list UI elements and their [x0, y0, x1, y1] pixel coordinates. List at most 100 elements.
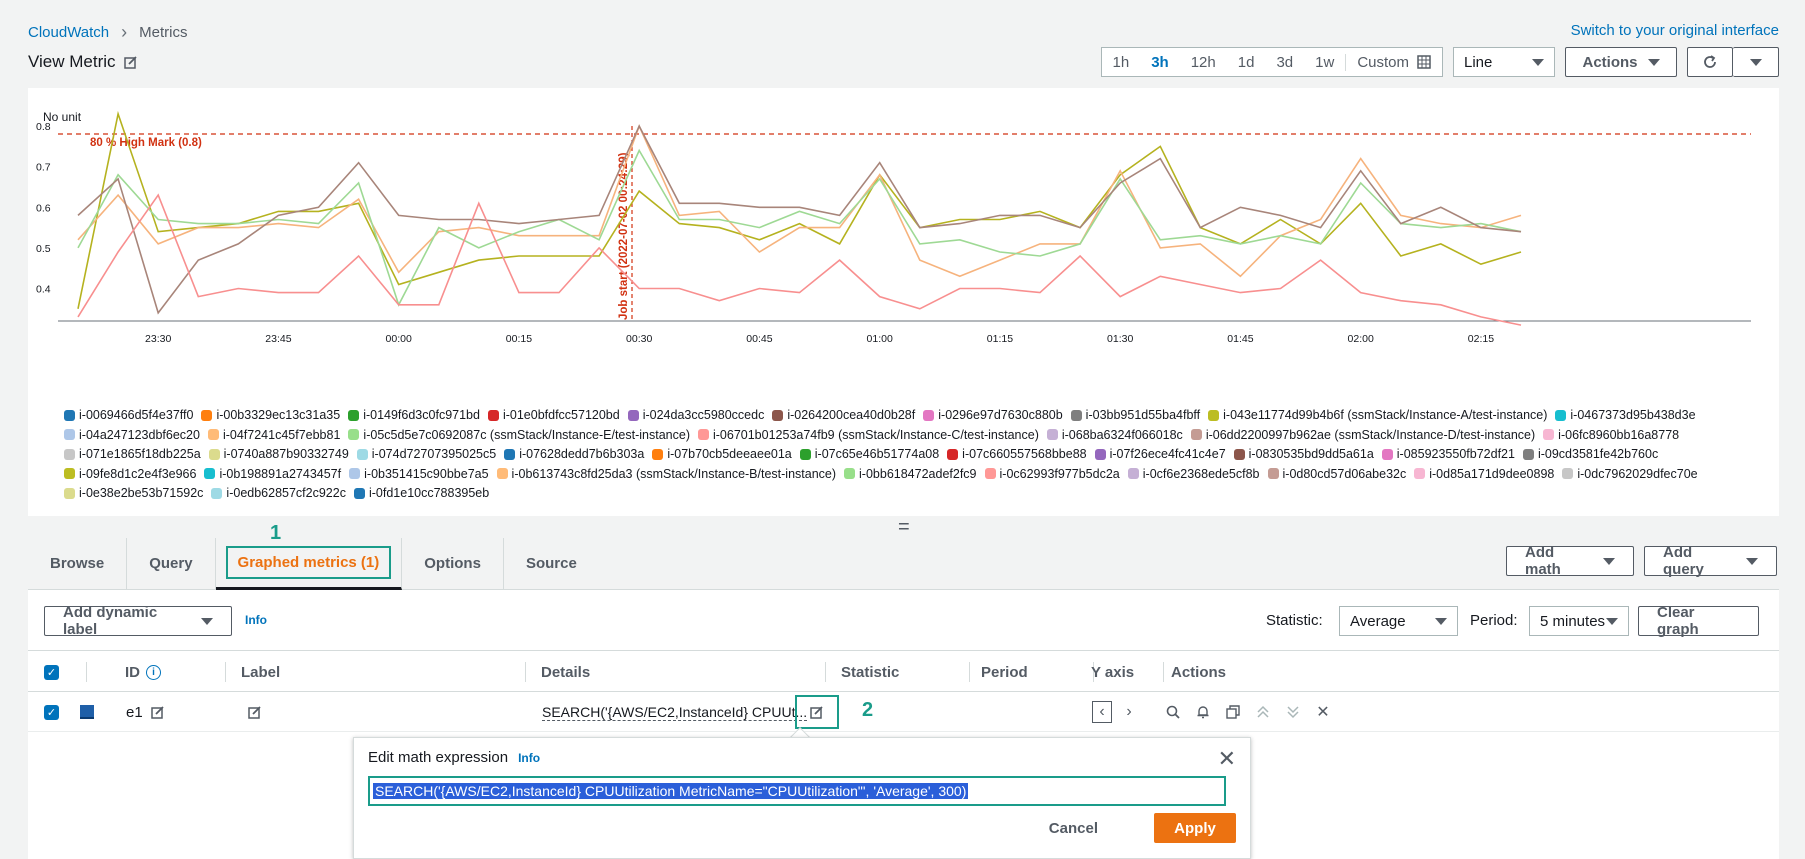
bell-icon[interactable]	[1192, 701, 1214, 723]
legend-item[interactable]: i-0830535bd9dd5a61a	[1233, 445, 1374, 463]
legend-item[interactable]: i-043e11774d99b4b6f (ssmStack/Instance-A…	[1208, 406, 1547, 424]
breadcrumb-cloudwatch[interactable]: CloudWatch	[28, 24, 110, 41]
switch-interface-link[interactable]: Switch to your original interface	[1570, 22, 1779, 39]
legend-item[interactable]: i-0edb62857cf2c922c	[211, 484, 346, 502]
legend-item[interactable]: i-07c65e46b51774a08	[799, 445, 939, 463]
legend-item[interactable]: i-03bb951d55ba4fbff	[1070, 406, 1200, 424]
add-dynamic-label-button[interactable]: Add dynamic label	[44, 604, 232, 638]
tab-browse[interactable]: Browse	[28, 537, 128, 590]
refresh-button[interactable]	[1687, 47, 1733, 77]
time-range-3d[interactable]: 3d	[1276, 53, 1294, 71]
series-line[interactable]	[77, 110, 1522, 309]
chart-type-select[interactable]: Line	[1453, 47, 1555, 77]
legend-item[interactable]: i-0e38e2be53b71592c	[64, 484, 203, 502]
duplicate-icon[interactable]	[1222, 701, 1244, 723]
row-details-value[interactable]: SEARCH('{AWS/EC2,InstanceId} CPUUt...	[542, 703, 808, 721]
legend-item[interactable]: i-0b198891a2743457f	[204, 465, 341, 483]
legend-item[interactable]: i-0069466d5f4e37ff0	[64, 406, 193, 424]
tab-graphed-metrics[interactable]: Graphed metrics (1)	[215, 537, 403, 590]
legend-item[interactable]: i-07b70cb5deeaee01a	[652, 445, 792, 463]
move-down-icon[interactable]	[1282, 701, 1304, 723]
legend-item[interactable]: i-06fc8960bb16a8778	[1543, 426, 1679, 444]
legend-item[interactable]: i-074d72707395025c5	[356, 445, 496, 463]
legend-item[interactable]: i-09cd3581fe42b760c	[1522, 445, 1658, 463]
legend-item[interactable]: i-0467373d95b438d3e	[1555, 406, 1696, 424]
panel-resize-handle[interactable]: =	[898, 516, 910, 538]
legend-item[interactable]: i-07628dedd7b6b303a	[504, 445, 644, 463]
legend-item[interactable]: i-0c62993f977b5dc2a	[984, 465, 1120, 483]
breadcrumb-current: Metrics	[139, 24, 188, 41]
legend-item[interactable]: i-085923550fb72df21	[1381, 445, 1515, 463]
legend-item[interactable]: i-0d85a171d9dee0898	[1414, 465, 1554, 483]
legend-item[interactable]: i-0bb618472adef2fc9	[844, 465, 977, 483]
add-math-button[interactable]: Add math	[1506, 544, 1634, 578]
close-icon[interactable]: ✕	[1316, 704, 1330, 721]
legend-swatch	[1414, 468, 1426, 479]
apply-button[interactable]: Apply	[1154, 813, 1236, 843]
popover-info-link[interactable]: Info	[518, 750, 541, 765]
edit-id-icon[interactable]	[150, 705, 165, 719]
legend-label: i-0cf6e2368ede5cf8b	[1142, 466, 1260, 481]
info-link[interactable]: Info	[245, 613, 267, 627]
statistic-select[interactable]: Average	[1339, 606, 1458, 636]
legend-item[interactable]: i-04a247123dbf6ec20	[64, 426, 200, 444]
legend-item[interactable]: i-071e1865f18db225a	[64, 445, 201, 463]
period-select[interactable]: 5 minutes	[1529, 606, 1629, 636]
time-range-1d[interactable]: 1d	[1237, 53, 1255, 71]
close-icon[interactable]: ✕	[1217, 746, 1236, 771]
select-all-checkbox[interactable]: ✓	[44, 651, 59, 693]
chevron-right-icon[interactable]: ›	[1126, 703, 1132, 720]
legend-item[interactable]: i-0b613743c8fd25da3 (ssmStack/Instance-B…	[496, 465, 836, 483]
legend-item[interactable]: i-0b351415c90bbe7a5	[349, 465, 489, 483]
legend-item[interactable]: i-024da3cc5980ccedc	[627, 406, 764, 424]
add-query-button[interactable]: Add query	[1644, 544, 1777, 578]
series-line[interactable]	[77, 124, 1522, 315]
search-icon[interactable]	[1162, 701, 1184, 723]
info-circle-icon[interactable]: i	[146, 664, 161, 680]
tab-options[interactable]: Options	[402, 537, 504, 590]
legend-item[interactable]: i-09fe8d1c2e4f3e966	[64, 465, 196, 483]
tab-query[interactable]: Query	[127, 537, 216, 590]
legend-item[interactable]: i-0264200cea40d0b28f	[772, 406, 915, 424]
series-color-swatch[interactable]	[80, 692, 94, 732]
legend-item[interactable]: i-068ba6324f066018c	[1046, 426, 1183, 444]
legend-item[interactable]: i-0740a887b90332749	[208, 445, 349, 463]
series-line[interactable]	[77, 148, 1522, 307]
legend-item[interactable]: i-01e0bfdfcc57120bd	[487, 406, 620, 424]
legend-item[interactable]: i-07f26ece4fc41c4e7	[1094, 445, 1226, 463]
time-range-3h[interactable]: 3h	[1151, 53, 1169, 71]
legend-item[interactable]: i-0dc7962029dfec70e	[1562, 465, 1698, 483]
metrics-line-chart[interactable]: 80 % High Mark (0.8) Job start (2022-07-…	[28, 88, 1779, 406]
move-up-icon[interactable]	[1252, 701, 1274, 723]
time-range-custom[interactable]: Custom	[1345, 53, 1442, 71]
legend-item[interactable]: i-06701b01253a74fb9 (ssmStack/Instance-C…	[697, 426, 1039, 444]
time-range-1w[interactable]: 1w	[1315, 53, 1335, 71]
series-line[interactable]	[77, 123, 1522, 278]
legend-item[interactable]: i-05c5d5e7c0692087c (ssmStack/Instance-E…	[348, 426, 690, 444]
edit-title-icon[interactable]	[123, 55, 138, 69]
period-value: 5 minutes	[1540, 612, 1606, 630]
clear-graph-button[interactable]: Clear graph	[1638, 604, 1759, 638]
legend-item[interactable]: i-00b3329ec13c31a35	[201, 406, 340, 424]
row-checkbox[interactable]: ✓	[44, 692, 59, 732]
row-label-edit[interactable]	[248, 692, 262, 732]
legend-item[interactable]: i-07c660557568bbe88	[947, 445, 1087, 463]
cancel-button[interactable]: Cancel	[1048, 820, 1098, 837]
legend-item[interactable]: i-0149f6d3c0fc971bd	[348, 406, 480, 424]
legend-item[interactable]: i-0296e97d7630c880b	[923, 406, 1063, 424]
time-range-1h[interactable]: 1h	[1112, 53, 1130, 71]
legend-item[interactable]: i-0cf6e2368ede5cf8b	[1127, 465, 1260, 483]
add-query-label: Add query	[1663, 544, 1704, 578]
time-range-12h[interactable]: 12h	[1190, 53, 1216, 71]
legend-item[interactable]: i-0fd1e10cc788395eb	[353, 484, 489, 502]
chevron-left-icon[interactable]: ‹	[1092, 701, 1112, 723]
edit-expression-button[interactable]	[795, 695, 839, 729]
tab-source[interactable]: Source	[525, 555, 577, 572]
legend-item[interactable]: i-06dd2200997b962ae (ssmStack/Instance-D…	[1190, 426, 1535, 444]
math-expression-input[interactable]: SEARCH('{AWS/EC2,InstanceId} CPUUtilizat…	[368, 776, 1226, 806]
legend-item[interactable]: i-0d80cd57d06abe32c	[1267, 465, 1406, 483]
legend-item[interactable]: i-04f7241c45f7ebb81	[207, 426, 340, 444]
refresh-options-button[interactable]	[1733, 47, 1779, 77]
series-line[interactable]	[77, 193, 1522, 326]
actions-button[interactable]: Actions	[1565, 47, 1677, 77]
